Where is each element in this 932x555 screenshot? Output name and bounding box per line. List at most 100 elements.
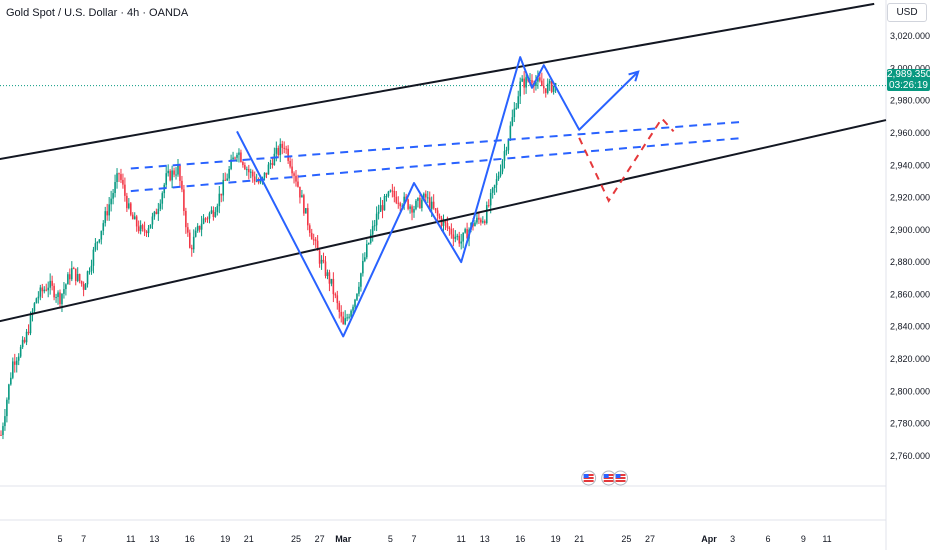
candle-body: [23, 339, 26, 343]
x-tick-label: 13: [480, 534, 490, 544]
candle-body: [318, 250, 321, 264]
candle-body: [212, 210, 215, 217]
candle-body: [517, 96, 520, 108]
candle-body: [112, 193, 114, 199]
candle-body: [267, 164, 270, 175]
candle-body: [543, 86, 545, 89]
candle-body: [126, 195, 128, 209]
candle-body: [35, 298, 38, 304]
x-tick-label: 21: [574, 534, 584, 544]
candle-body: [253, 176, 256, 182]
y-tick-label: 2,820.000: [890, 354, 930, 364]
candle-body: [122, 179, 124, 185]
candle-body: [358, 286, 360, 294]
candle-body: [76, 274, 79, 281]
flag-stripe: [615, 480, 626, 482]
candle-body: [344, 318, 346, 325]
candle-body: [124, 184, 126, 196]
currency-button[interactable]: USD: [887, 3, 927, 22]
x-tick-label: 27: [315, 534, 325, 544]
candle-body: [484, 221, 486, 224]
x-tick-label: 27: [645, 534, 655, 544]
candle-body: [45, 289, 48, 291]
last-price-tag: 2,989.350 03:26:19: [887, 69, 932, 91]
candle-body: [137, 226, 140, 232]
candle-body: [334, 294, 337, 296]
candle-body: [391, 190, 394, 192]
bar-countdown: 03:26:19: [889, 80, 928, 91]
candle-body: [474, 222, 476, 227]
x-tick-label: 19: [220, 534, 230, 544]
candle-body: [141, 225, 144, 229]
y-tick-label: 2,920.000: [890, 193, 930, 203]
candle-body: [535, 81, 537, 86]
candle-body: [299, 186, 301, 198]
candle-body: [497, 175, 500, 180]
y-tick-label: 3,000.000: [890, 63, 930, 73]
candle-body: [291, 166, 293, 174]
candle-body: [480, 219, 482, 223]
candle-body: [175, 174, 177, 176]
candle-body: [108, 204, 110, 216]
candle-body: [255, 180, 258, 182]
candle-body: [185, 210, 187, 228]
candle-body: [210, 210, 213, 214]
candle-body: [507, 139, 510, 151]
dashed-resistance-2-line: [130, 136, 745, 193]
candle-body: [322, 259, 325, 262]
candle-body: [493, 185, 496, 188]
candle-body: [425, 193, 427, 198]
candle-body: [238, 152, 240, 155]
candle-body: [310, 232, 313, 240]
candle-body: [21, 339, 24, 348]
y-tick-label: 2,780.000: [890, 419, 930, 429]
candle-body: [462, 232, 464, 242]
upper-channel-line: [0, 2, 875, 161]
candle-body: [55, 297, 57, 299]
candle-body: [59, 292, 61, 305]
candle-body: [401, 205, 403, 207]
candle-body: [293, 173, 295, 176]
candle-body: [173, 170, 175, 175]
candle-body: [53, 285, 55, 298]
candle-body: [375, 213, 378, 226]
candle-body: [84, 284, 87, 290]
candle-body: [147, 228, 150, 234]
candle-body: [94, 243, 97, 250]
candle-body: [116, 173, 118, 183]
candle-body: [251, 171, 254, 177]
candle-body: [537, 77, 539, 82]
candle-body: [69, 274, 71, 280]
candle-body: [65, 284, 67, 290]
candle-body: [204, 218, 207, 220]
candle-body: [326, 272, 329, 277]
candle-body: [240, 152, 242, 162]
candle-body: [366, 243, 368, 258]
x-tick-label: 19: [551, 534, 561, 544]
candle-body: [194, 230, 197, 237]
candle-body: [222, 179, 225, 196]
candle-body: [37, 296, 40, 299]
candle-body: [303, 195, 305, 214]
candle-body: [269, 163, 272, 165]
candle-body: [224, 179, 226, 181]
bearish-projection-path: [578, 116, 675, 203]
candle-body: [218, 193, 221, 207]
candle-body: [328, 272, 331, 284]
x-tick-label: Apr: [701, 534, 717, 544]
candle-body: [214, 212, 217, 217]
candle-body: [167, 170, 169, 174]
candle-body: [338, 303, 341, 312]
candle-body: [263, 172, 266, 178]
candle-body: [15, 360, 18, 365]
candle-body: [456, 235, 459, 237]
candle-body: [415, 200, 417, 210]
candle-body: [320, 259, 323, 264]
candle-body: [377, 211, 380, 214]
candle-body: [458, 235, 461, 244]
candle-body: [413, 209, 415, 213]
candle-body: [297, 181, 299, 187]
candle-body: [438, 215, 441, 219]
